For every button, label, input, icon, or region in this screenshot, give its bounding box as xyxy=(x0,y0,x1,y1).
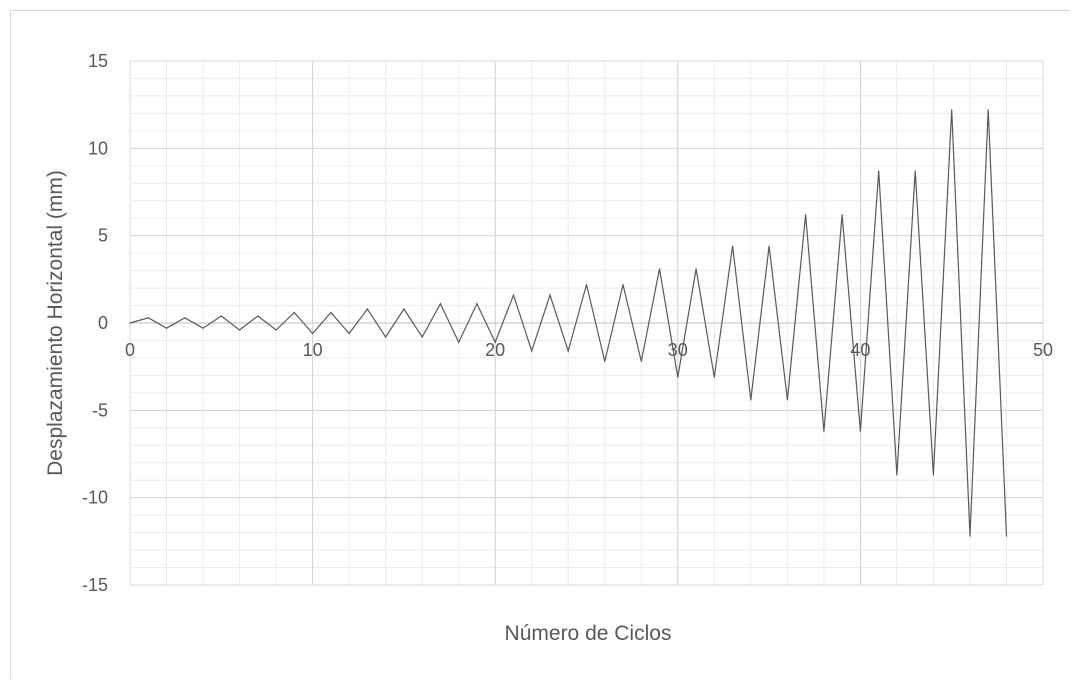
data-point xyxy=(695,268,697,270)
y-tick-label: -15 xyxy=(82,575,108,595)
data-point xyxy=(585,283,588,286)
data-point xyxy=(184,317,186,319)
data-point xyxy=(202,327,204,329)
data-point xyxy=(932,474,935,476)
data-point xyxy=(275,329,277,331)
x-tick-label: 20 xyxy=(485,340,505,360)
y-tick-label: 15 xyxy=(88,51,108,71)
x-tick-label: 0 xyxy=(125,340,135,360)
x-axis-title: Número de Ciclos xyxy=(505,622,672,645)
data-point xyxy=(421,336,423,338)
data-point xyxy=(750,399,752,401)
data-point xyxy=(677,376,679,378)
x-tick-labels: 0 10 20 30 40 50 xyxy=(125,340,1053,360)
data-point xyxy=(878,170,880,172)
data-point xyxy=(987,109,989,111)
data-point xyxy=(385,336,387,338)
y-tick-label: -5 xyxy=(92,400,108,420)
y-tick-label: 10 xyxy=(88,138,108,158)
data-point xyxy=(640,360,642,363)
y-axis-title: Desplazamiento Horizontal (mm) xyxy=(44,170,67,476)
data-point xyxy=(658,268,661,270)
data-point xyxy=(312,332,314,335)
x-tick-label: 30 xyxy=(668,340,688,360)
data-point xyxy=(129,322,131,324)
data-point xyxy=(147,317,149,319)
data-point xyxy=(713,376,715,378)
data-point xyxy=(567,350,569,352)
data-point xyxy=(165,327,168,329)
data-point xyxy=(458,341,460,343)
y-tick-label: -10 xyxy=(82,488,108,508)
data-point xyxy=(348,332,350,335)
data-point xyxy=(1005,535,1008,537)
chart-frame xyxy=(10,10,1070,678)
y-tick-label: 0 xyxy=(98,313,108,333)
series-points xyxy=(129,109,1008,537)
data-point xyxy=(293,311,295,314)
data-point xyxy=(604,360,606,363)
y-tick-label: 5 xyxy=(98,226,108,246)
data-point xyxy=(531,350,533,352)
data-point xyxy=(257,315,259,317)
data-point xyxy=(768,245,770,247)
data-point xyxy=(403,308,405,310)
data-point xyxy=(823,430,825,432)
data-point xyxy=(439,303,442,305)
data-point xyxy=(786,399,788,401)
data-point xyxy=(841,214,843,216)
data-point xyxy=(951,109,953,111)
data-point xyxy=(805,214,807,216)
data-point xyxy=(914,170,916,172)
data-point xyxy=(731,245,734,247)
data-point xyxy=(622,283,624,286)
data-point xyxy=(494,341,496,343)
data-point xyxy=(512,294,515,296)
y-tick-labels: 15 10 5 0 -5 -10 -15 xyxy=(82,51,108,595)
x-tick-label: 10 xyxy=(303,340,323,360)
data-point xyxy=(366,308,368,310)
data-point xyxy=(476,303,478,305)
x-tick-label: 50 xyxy=(1033,340,1053,360)
data-point xyxy=(549,294,551,296)
data-point xyxy=(238,329,241,331)
data-point xyxy=(330,311,332,314)
data-point xyxy=(969,535,971,537)
data-point xyxy=(859,430,862,432)
data-point xyxy=(896,474,898,476)
data-point xyxy=(220,315,222,317)
